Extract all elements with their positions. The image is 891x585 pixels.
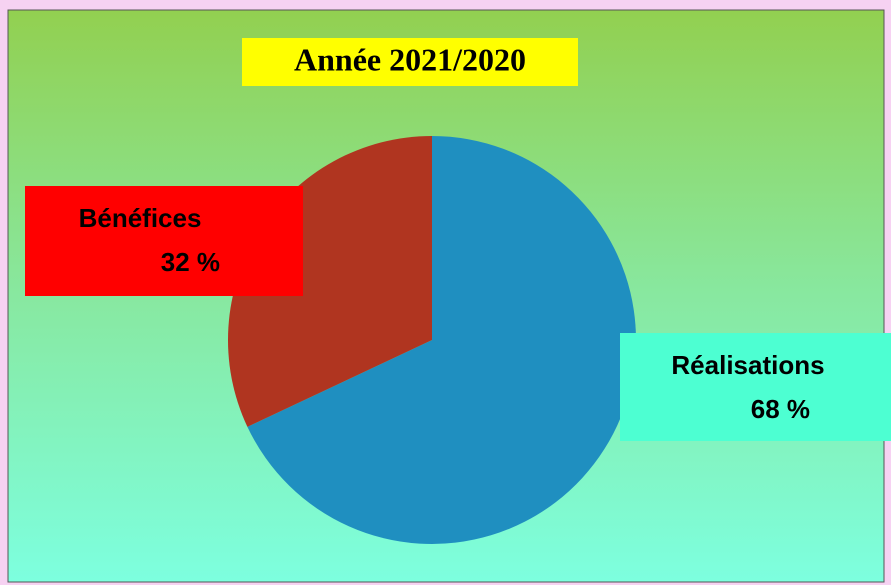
value-label: 68 %: [751, 394, 810, 424]
pie-slice: [247, 136, 637, 544]
title-box: [242, 38, 578, 86]
chart-title: Année 2021/2020: [294, 41, 526, 77]
slice-label: Bénéfices: [79, 203, 202, 233]
value-label: 32 %: [161, 247, 220, 277]
label-box: [25, 186, 303, 296]
slice-label: Réalisations: [671, 350, 824, 380]
label-box: [620, 333, 891, 441]
